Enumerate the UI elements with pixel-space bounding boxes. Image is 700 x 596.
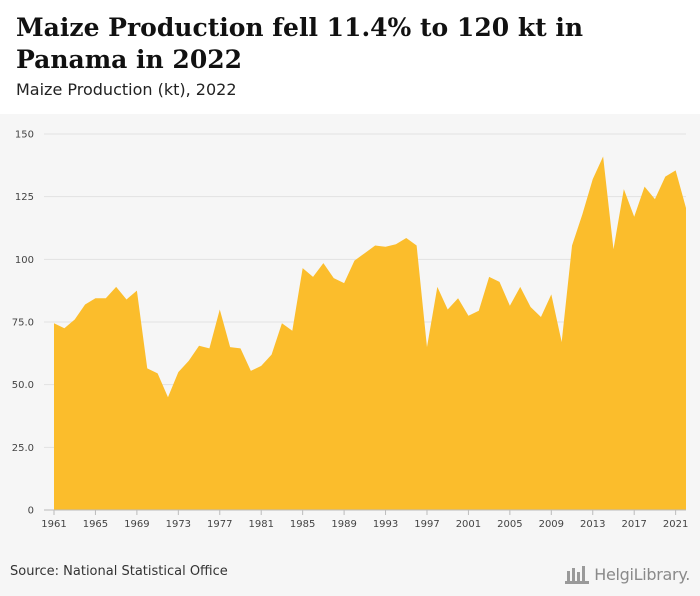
x-tick-label: 1969 [124, 519, 149, 530]
x-tick-label: 1993 [373, 519, 398, 530]
y-tick-label: 75.0 [12, 318, 34, 329]
y-tick-label: 50.0 [12, 380, 34, 391]
x-tick-label: 1977 [207, 519, 232, 530]
plot-area: 0 25.0 50.0 75.0 100 125 150 1961 1965 1969 1973 1… [0, 114, 700, 558]
y-tick-label: 0 [28, 506, 34, 517]
x-tick-label: 1973 [166, 519, 191, 530]
y-tick-label: 125 [15, 192, 34, 203]
source-note: Source: National Statistical Office [10, 564, 228, 579]
axes [44, 509, 686, 515]
y-axis-tick-labels: 0 25.0 50.0 75.0 100 125 150 [12, 130, 34, 517]
chart-title: Maize Production fell 11.4% to 120 kt in… [16, 13, 584, 74]
y-tick-label: 25.0 [12, 443, 34, 454]
x-tick-label: 2005 [497, 519, 522, 530]
y-tick-label: 150 [15, 130, 34, 141]
x-tick-label: 2001 [456, 519, 481, 530]
x-tick-label: 1985 [290, 519, 315, 530]
x-tick-label: 1997 [414, 519, 439, 530]
x-tick-label: 1989 [331, 519, 356, 530]
brand-name: HelgiLibrary. [594, 564, 690, 584]
x-tick-label: 2021 [663, 519, 688, 530]
x-tick-label: 1961 [41, 519, 66, 530]
chart-subtitle: Maize Production (kt), 2022 [16, 80, 237, 99]
x-tick-label: 2013 [580, 519, 605, 530]
library-building-icon [565, 566, 590, 584]
x-tick-label: 2009 [539, 519, 564, 530]
maize-production-area [54, 156, 686, 510]
chart-header: Maize Production fell 11.4% to 120 kt in… [0, 0, 700, 114]
area-series [54, 156, 686, 510]
y-tick-label: 100 [15, 255, 34, 266]
brand-logo: HelgiLibrary. [564, 560, 690, 588]
chart-footer: Source: National Statistical Office Helg… [0, 558, 700, 596]
x-axis-tick-labels: 1961 1965 1969 1973 1977 1981 1985 1989 1993 1997… [41, 519, 688, 530]
x-tick-label: 2017 [621, 519, 646, 530]
x-tick-label: 1981 [248, 519, 273, 530]
x-tick-label: 1965 [83, 519, 108, 530]
